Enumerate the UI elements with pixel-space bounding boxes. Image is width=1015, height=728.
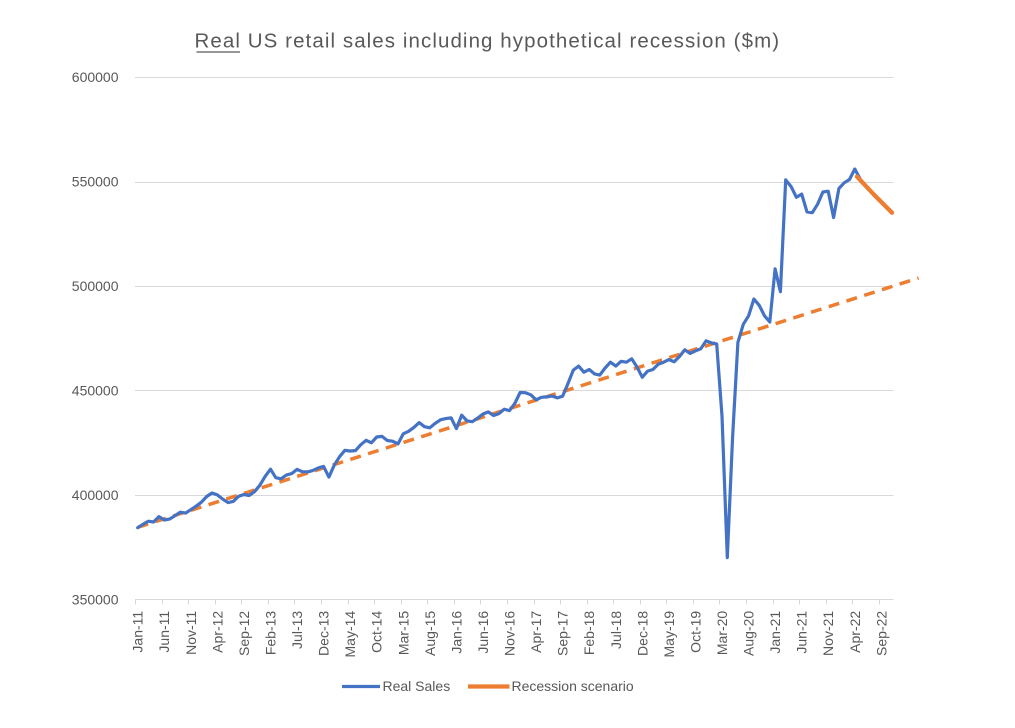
svg-text:Jan-11: Jan-11 [130,611,146,653]
svg-text:Jun-16: Jun-16 [475,611,491,654]
svg-text:600000: 600000 [72,69,119,85]
svg-text:Real US retail sales including: Real US retail sales including hypotheti… [195,30,781,53]
svg-text:Oct-14: Oct-14 [369,611,385,653]
svg-text:Sep-22: Sep-22 [873,611,889,656]
svg-text:Real Sales: Real Sales [383,678,451,694]
svg-text:Recession scenario: Recession scenario [512,678,634,694]
svg-text:Apr-12: Apr-12 [209,611,225,653]
svg-text:Jan-21: Jan-21 [767,611,783,654]
svg-text:350000: 350000 [72,592,119,608]
svg-text:500000: 500000 [72,278,119,294]
svg-text:Apr-17: Apr-17 [528,611,544,653]
svg-text:Apr-22: Apr-22 [847,611,863,653]
svg-text:Jan-16: Jan-16 [448,611,464,654]
svg-text:Mar-15: Mar-15 [395,611,411,656]
svg-text:Dec-18: Dec-18 [634,611,650,656]
svg-text:Nov-21: Nov-21 [820,611,836,656]
svg-text:Jul-18: Jul-18 [608,611,624,649]
svg-text:Oct-19: Oct-19 [687,611,703,653]
svg-text:Mar-20: Mar-20 [714,611,730,656]
svg-text:Feb-13: Feb-13 [263,611,279,656]
svg-text:Jul-13: Jul-13 [289,611,305,649]
svg-text:May-14: May-14 [342,611,358,658]
svg-text:Feb-18: Feb-18 [581,611,597,656]
svg-text:Sep-12: Sep-12 [236,611,252,656]
svg-text:Dec-13: Dec-13 [316,611,332,656]
svg-text:Aug-20: Aug-20 [741,611,757,656]
svg-text:May-19: May-19 [661,611,677,658]
svg-text:Aug-15: Aug-15 [422,611,438,656]
svg-text:550000: 550000 [72,174,119,190]
svg-text:Jun-11: Jun-11 [156,611,172,653]
svg-text:Jun-21: Jun-21 [794,611,810,654]
svg-text:Sep-17: Sep-17 [555,611,571,656]
svg-text:450000: 450000 [72,383,119,399]
svg-text:Nov-16: Nov-16 [502,611,518,656]
svg-text:400000: 400000 [72,487,119,503]
svg-text:Nov-11: Nov-11 [183,611,199,655]
